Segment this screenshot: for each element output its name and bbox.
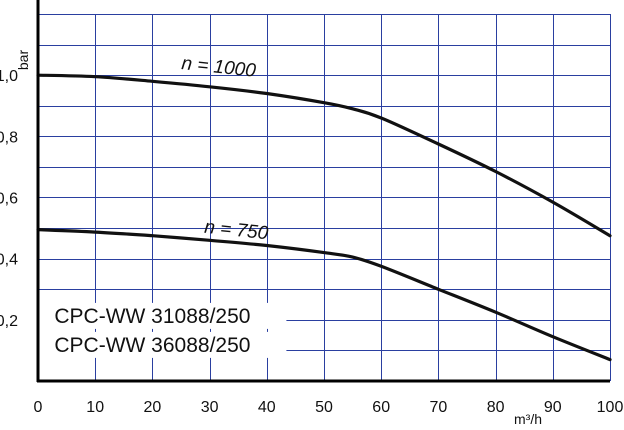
- x-tick-label: 50: [315, 399, 333, 416]
- curves: [36, 73, 612, 362]
- y-tick-label: 0,6: [0, 191, 18, 208]
- x-tick-label: 0: [34, 399, 43, 416]
- model-label-1: CPC-WW 31088/250: [54, 305, 250, 328]
- model-label-1-background: [18, 302, 287, 329]
- series-line-1: [36, 228, 612, 362]
- model-label-2-background: [18, 331, 287, 358]
- x-tick-label: 70: [430, 399, 448, 416]
- model-annotations: CPC-WW 31088/250 CPC-WW 36088/250: [18, 302, 287, 358]
- series-line-0: [36, 73, 612, 238]
- x-tick-label: 80: [487, 399, 505, 416]
- x-tick-label: 20: [144, 399, 162, 416]
- x-tick-label: 40: [258, 399, 276, 416]
- y-tick-label: 0,4: [0, 252, 18, 269]
- curve-labels: n = 1000 n = 750: [180, 53, 269, 244]
- x-tick-label: 90: [544, 399, 562, 416]
- y-tick-label: 0,2: [0, 313, 18, 330]
- axis-units: bar m³/h: [15, 50, 542, 427]
- series-label-n1000: n = 1000: [180, 53, 257, 82]
- tick-labels: 0 10 20 30 40 50 60 70 80 90 100 1,0 0,8 0,6 0,4 0,2: [0, 68, 623, 416]
- y-tick-label: 1,0: [0, 68, 18, 85]
- x-axis-unit: m³/h: [514, 411, 542, 427]
- x-tick-label: 100: [597, 399, 624, 416]
- axes: [36, 0, 610, 383]
- x-tick-label: 60: [372, 399, 390, 416]
- y-axis-unit: bar: [15, 50, 31, 71]
- x-tick-label: 10: [86, 399, 104, 416]
- y-tick-label: 0,8: [0, 129, 18, 146]
- x-tick-label: 30: [201, 399, 219, 416]
- model-label-2: CPC-WW 36088/250: [54, 334, 250, 357]
